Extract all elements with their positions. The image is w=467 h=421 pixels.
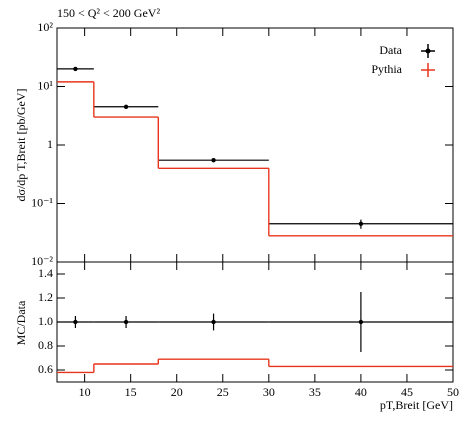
data-point	[123, 104, 129, 109]
y-tick-label: 1.4	[38, 266, 53, 280]
x-tick-label: 30	[263, 385, 275, 399]
y-tick-label: 1.0	[38, 314, 53, 328]
y-tick-label: 10⁻¹	[31, 195, 53, 209]
x-tick-label: 50	[447, 385, 459, 399]
y-axis-label: MC/Data	[14, 300, 28, 345]
y-tick-label: 0.8	[38, 338, 53, 352]
legend-label: Pythia	[371, 62, 402, 76]
x-tick-label: 25	[217, 385, 229, 399]
x-axis-label: pT,Breit [GeV]	[380, 398, 453, 412]
x-tick-label: 15	[125, 385, 137, 399]
data-point	[73, 319, 78, 325]
x-tick-label: 10	[79, 385, 91, 399]
y-tick-label: 1	[47, 137, 53, 151]
x-tick-label: 40	[355, 385, 367, 399]
y-axis-label: dσ/dp T,Breit [pb/GeV]	[14, 88, 28, 201]
data-point	[358, 319, 364, 325]
x-tick-label: 45	[401, 385, 413, 399]
y-tick-label: 10²	[37, 20, 53, 34]
y-tick-label: 0.6	[38, 362, 53, 376]
x-tick-label: 35	[309, 385, 321, 399]
data-point	[73, 66, 78, 72]
y-tick-label: 10⁻²	[31, 254, 53, 268]
chart-title: 150 < Q² < 200 GeV²	[57, 6, 160, 20]
data-point	[123, 319, 129, 325]
legend-label: Data	[379, 43, 402, 57]
y-tick-label: 1.2	[38, 290, 53, 304]
x-tick-label: 20	[171, 385, 183, 399]
y-tick-label: 10¹	[37, 78, 53, 92]
data-point	[211, 319, 216, 325]
legend-marker	[425, 48, 431, 54]
data-point	[358, 221, 364, 226]
data-point	[211, 157, 216, 163]
